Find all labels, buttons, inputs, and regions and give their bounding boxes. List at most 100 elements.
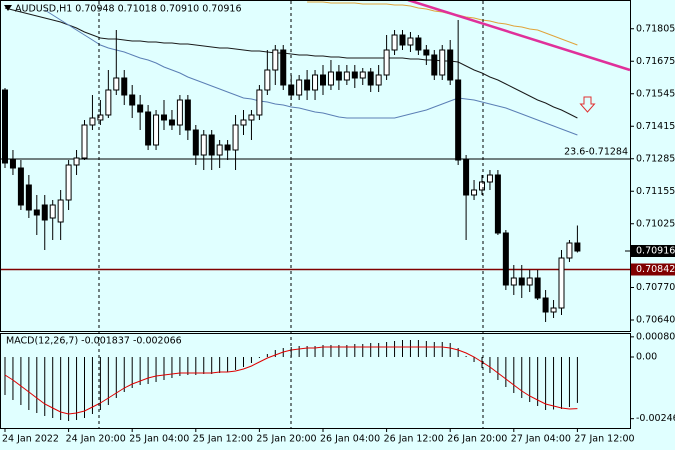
x-tick-label: 24 Jan 2022 [2, 434, 59, 445]
macd-label: MACD(12,26,7) -0.001837 -0.002066 [6, 336, 182, 347]
candle-body [232, 124, 239, 151]
y-tick-label: 0.71675 [636, 56, 675, 67]
candle-body [161, 114, 167, 121]
candle-body [184, 99, 191, 131]
candle-body [566, 242, 573, 259]
arrow-icon [579, 96, 596, 113]
moving-average [44, 9, 578, 136]
candle-body [375, 74, 382, 86]
candle-body [240, 119, 247, 126]
candle-body [89, 117, 96, 126]
candle-body [168, 119, 175, 126]
candle-body [327, 71, 334, 86]
candle-body [534, 277, 541, 299]
candle-body [280, 49, 287, 86]
x-tick-label: 25 Jan 12:00 [193, 434, 253, 445]
x-tick-label: 26 Jan 04:00 [320, 434, 380, 445]
last-price-box [631, 245, 675, 257]
candle-body [399, 34, 406, 46]
header-icon [4, 5, 12, 11]
candle-body [431, 54, 438, 76]
y-tick-label: 0.71285 [636, 153, 675, 164]
candle-body [224, 144, 231, 151]
candle-body [510, 277, 517, 286]
candle-body [486, 174, 493, 183]
candle-body [359, 71, 366, 79]
candle-body [137, 104, 144, 113]
candle-body [272, 49, 279, 71]
candle-body [351, 71, 358, 79]
y-tick-label: 0.70770 [636, 282, 675, 293]
candle-body [153, 114, 160, 146]
candle-body [216, 144, 223, 156]
candle-body [518, 277, 525, 286]
y-tick-label: 0.71155 [636, 186, 675, 197]
candle-body [447, 49, 454, 81]
candle-body [17, 167, 24, 206]
candle-body [9, 159, 16, 169]
y-tick-label: 0.70640 [636, 315, 675, 326]
last-price-label: 0.70916 [636, 246, 675, 257]
candle-body [312, 74, 319, 91]
candle-body [471, 189, 478, 196]
candle-body [105, 89, 112, 116]
candle-body [248, 114, 255, 121]
candle-body [33, 209, 40, 216]
moving-average [4, 7, 578, 119]
candle-body [550, 307, 557, 313]
candle-body [335, 71, 342, 81]
candle-body [256, 89, 263, 116]
candle-body [391, 34, 398, 51]
candle-body [97, 114, 104, 121]
x-tick-label: 26 Jan 12:00 [384, 434, 444, 445]
candle-body [200, 134, 207, 156]
candle-body [343, 71, 350, 81]
macd-tick-label: 0.00 [636, 352, 657, 363]
level-label: 0.70842 [636, 264, 675, 275]
x-tick-label: 25 Jan 20:00 [256, 434, 316, 445]
candle-body [407, 37, 414, 46]
x-tick-label: 26 Jan 20:00 [447, 434, 507, 445]
candle-body [502, 232, 509, 286]
plot-layer [1, 1, 630, 421]
candle-body [296, 79, 303, 96]
candle-body [2, 89, 8, 164]
level-label: 23.6-0.71284 [564, 147, 628, 158]
x-tick-label: 25 Jan 04:00 [129, 434, 189, 445]
candle-body [439, 49, 446, 76]
macd-tick-label: 0.000806 [636, 331, 675, 342]
candle-body [574, 242, 581, 252]
candle-body [463, 159, 470, 196]
y-tick-label: 0.71805 [636, 23, 675, 34]
candle-body [81, 124, 88, 159]
candle-body [494, 174, 501, 234]
macd-tick-label: -0.002467 [636, 413, 675, 424]
candle-body [176, 99, 183, 126]
candle-body [264, 69, 271, 91]
candle-body [129, 94, 136, 106]
main-frame [0, 0, 631, 332]
candle-body [479, 181, 485, 191]
candle-body [320, 74, 326, 86]
x-tick-label: 27 Jan 12:00 [574, 434, 634, 445]
x-tick-label: 24 Jan 20:00 [66, 434, 126, 445]
candle-body [113, 77, 120, 91]
candle-body [367, 71, 374, 86]
candle-body [145, 111, 152, 146]
candle-body [383, 49, 390, 76]
candle-body [73, 157, 80, 166]
candle-body [526, 277, 533, 286]
candle-body [65, 164, 72, 201]
y-tick-label: 0.71545 [636, 88, 675, 99]
candle-body [49, 204, 56, 219]
candle-body [192, 129, 199, 156]
candle-body [415, 37, 422, 51]
candle-body [41, 204, 48, 221]
candle-body [25, 184, 32, 211]
candle-body [304, 79, 311, 91]
trend-line [407, 0, 631, 72]
candle-body [455, 79, 462, 161]
level-label-box [631, 263, 675, 276]
